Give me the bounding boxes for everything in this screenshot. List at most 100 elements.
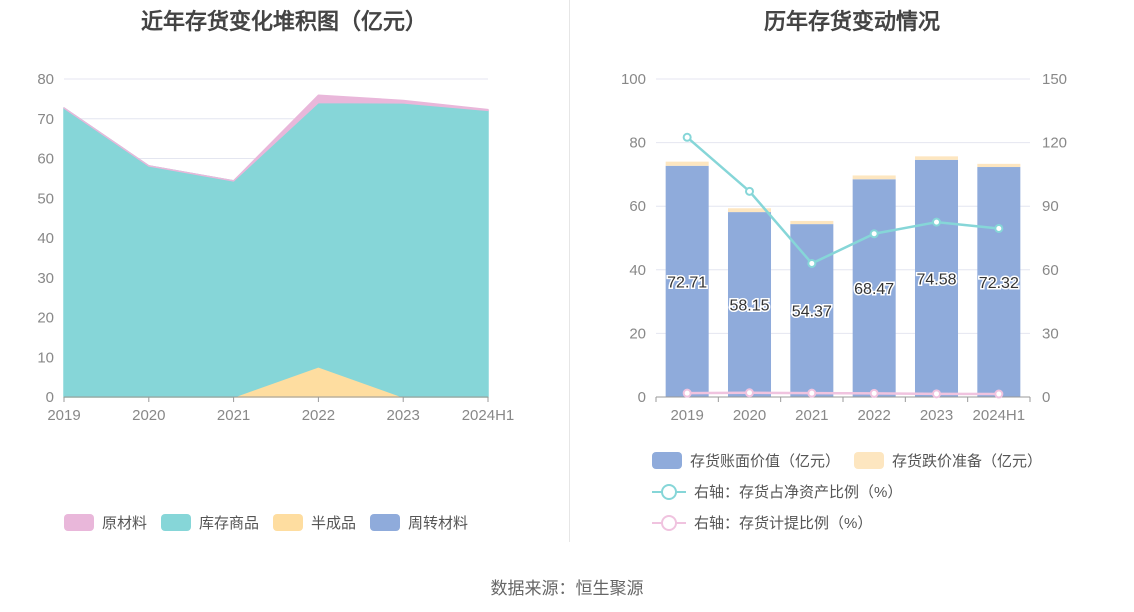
x-tick-label: 2023 [387,407,420,424]
line-point [682,388,692,398]
right-legend-row-3: 右轴：存货计提比例（%） [652,512,886,533]
left-chart-title: 近年存货变化堆积图（亿元） [140,9,427,34]
y-tick-label: 0 [46,389,54,406]
bar-data-label: 68.47 [854,281,894,298]
legend-swatch [64,514,94,531]
y-left-tick-label: 100 [621,71,646,88]
legend-item[interactable]: 存货账面价值（亿元） [652,450,840,471]
line-series-右轴：存货占净资产比例（%） [686,136,999,265]
x-tick-label: 2024H1 [973,407,1026,424]
legend-label: 原材料 [102,515,148,532]
left-legend: 原材料 库存商品 半成品 周转材料 [64,512,482,533]
x-tick-label: 2023 [920,407,953,424]
y-tick-label: 60 [37,151,54,168]
bar-book-value [665,165,709,397]
legend-line-swatch [652,513,686,533]
line-point [932,389,941,399]
y-right-tick-label: 60 [1042,262,1059,279]
legend-label: 存货跌价准备（亿元） [892,453,1043,470]
legend-label: 存货账面价值（亿元） [690,453,841,470]
legend-label: 库存商品 [199,515,260,532]
y-tick-label: 50 [37,190,54,207]
legend-item[interactable]: 右轴：存货占净资产比例（%） [652,481,902,502]
line-point [994,389,1004,399]
y-right-tick-label: 150 [1042,71,1067,88]
legend-swatch [652,452,682,469]
x-tick-label: 2020 [132,407,165,424]
y-left-tick-label: 40 [629,262,646,279]
y-tick-label: 10 [37,349,54,366]
legend-line-swatch [652,482,686,502]
legend-label: 右轴：存货计提比例（%） [694,515,873,532]
line-point [807,258,817,268]
bar-impairment-reserve [977,163,1021,168]
y-right-tick-label: 0 [1042,389,1050,406]
x-tick-label: 2019 [47,407,80,424]
legend-item[interactable]: 周转材料 [370,512,468,533]
legend-label: 半成品 [311,515,357,532]
legend-label: 右轴：存货占净资产比例（%） [694,484,903,501]
y-tick-label: 30 [37,270,54,287]
bar-book-value [852,179,896,397]
y-left-tick-label: 20 [629,325,646,342]
panel-divider [569,0,570,542]
legend-item[interactable]: 存货跌价准备（亿元） [854,450,1042,471]
x-tick-label: 2022 [302,407,335,424]
bar-line-chart: 0 20 40 60 80 100 0 30 60 90 120 150 2019 2020 2021 202… [621,71,1067,424]
bar-line-chart-panel: 历年存货变动情况 0 20 40 60 80 100 0 30 60 90 120 150 2019 20… [570,0,1134,545]
y-left-tick-label: 80 [629,135,646,152]
legend-label: 周转材料 [408,515,469,532]
bar-book-value [790,224,834,397]
y-right-tick-label: 90 [1042,198,1059,215]
line-point [745,186,754,196]
legend-swatch [273,514,304,531]
bar-impairment-reserve [914,156,959,160]
x-tick-label: 2019 [670,407,703,424]
x-tick-label: 2024H1 [462,407,515,424]
bar-data-label: 72.71 [667,274,707,291]
line-point [994,223,1004,233]
area-series-库存商品 [63,101,489,398]
legend-item[interactable]: 右轴：存货计提比例（%） [652,512,872,533]
area-series-原材料 [63,94,489,182]
data-source-note: 数据来源：恒生聚源 [490,579,644,598]
x-tick-label: 2021 [217,407,250,424]
y-tick-label: 20 [37,310,54,327]
right-chart-title: 历年存货变动情况 [763,9,940,34]
legend-swatch [161,514,192,531]
bar-impairment-reserve [790,220,834,225]
x-tick-label: 2020 [733,407,766,424]
x-tick-label: 2021 [795,407,828,424]
bar-data-label: 74.58 [916,271,956,288]
legend-item[interactable]: 库存商品 [161,512,259,533]
x-tick-label: 2022 [857,407,890,424]
bar-book-value [914,159,959,397]
legend-item[interactable]: 半成品 [273,512,356,533]
right-legend-row-2: 右轴：存货占净资产比例（%） [652,481,916,502]
stacked-area-chart-panel: 近年存货变化堆积图（亿元） 0 10 20 30 40 50 60 70 80 2019 2020 2… [0,0,568,545]
line-series-右轴：存货计提比例（%） [687,391,999,396]
legend-swatch [854,452,885,469]
line-point [682,132,692,142]
y-left-tick-label: 0 [638,389,646,406]
bar-data-label: 54.37 [792,304,832,321]
stacked-area-chart: 0 10 20 30 40 50 60 70 80 2019 2020 2021 2022 2023 202… [37,71,515,424]
legend-swatch [370,514,401,531]
right-legend-row-1: 存货账面价值（亿元） 存货跌价准备（亿元） [652,450,1056,471]
bar-data-label: 72.32 [979,275,1019,292]
line-point [932,217,941,227]
y-left-tick-label: 60 [629,198,646,215]
bar-book-value [977,167,1021,397]
line-point [869,388,879,398]
bar-impairment-reserve [665,161,709,166]
bar-data-label: 58.15 [729,298,769,315]
bar-impairment-reserve [727,208,772,213]
line-point [869,229,879,239]
line-point [745,388,754,398]
y-tick-label: 70 [37,111,54,128]
y-right-tick-label: 120 [1042,135,1067,152]
y-right-tick-label: 30 [1042,325,1059,342]
line-point [807,388,817,398]
y-tick-label: 80 [37,71,54,88]
legend-item[interactable]: 原材料 [64,512,147,533]
